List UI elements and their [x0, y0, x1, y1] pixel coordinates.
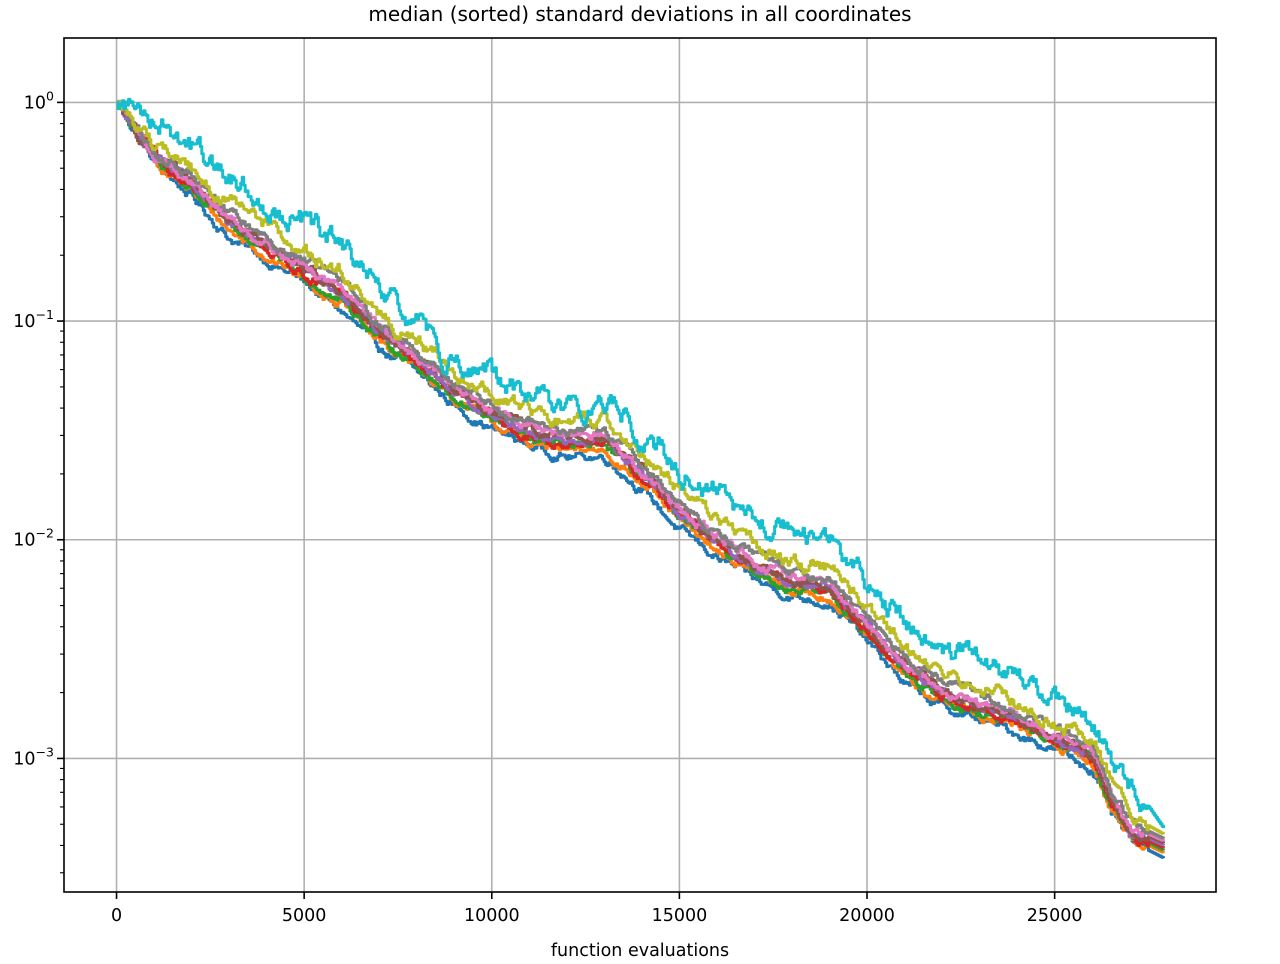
chart-title: median (sorted) standard deviations in a…: [368, 2, 911, 26]
x-axis-label: function evaluations: [551, 941, 729, 960]
y-tick-label: 100: [24, 88, 54, 113]
x-tick-label: 25000: [1027, 906, 1083, 926]
series-line-8: [116, 100, 1165, 840]
y-tick-label: 10−2: [13, 526, 54, 551]
series-line-4: [116, 100, 1165, 849]
x-tick-label: 20000: [839, 906, 895, 926]
x-tick-label: 15000: [652, 906, 708, 926]
series-line-9: [116, 100, 1165, 835]
series-line-10: [116, 97, 1165, 829]
grid-lines: [64, 38, 1216, 892]
y-tick-label: 10−3: [13, 744, 54, 769]
x-tick-label: 10000: [464, 906, 520, 926]
y-tick-label: 10−1: [13, 307, 54, 332]
x-tick-label: 0: [111, 906, 122, 926]
plot-frame: [63, 37, 1217, 893]
x-tick-label: 5000: [282, 906, 327, 926]
series-layer: [116, 97, 1165, 859]
axis-ticks: 0 5000 10000 15000 20000 25000 100 10−1 10−2 10−3: [13, 88, 1082, 926]
